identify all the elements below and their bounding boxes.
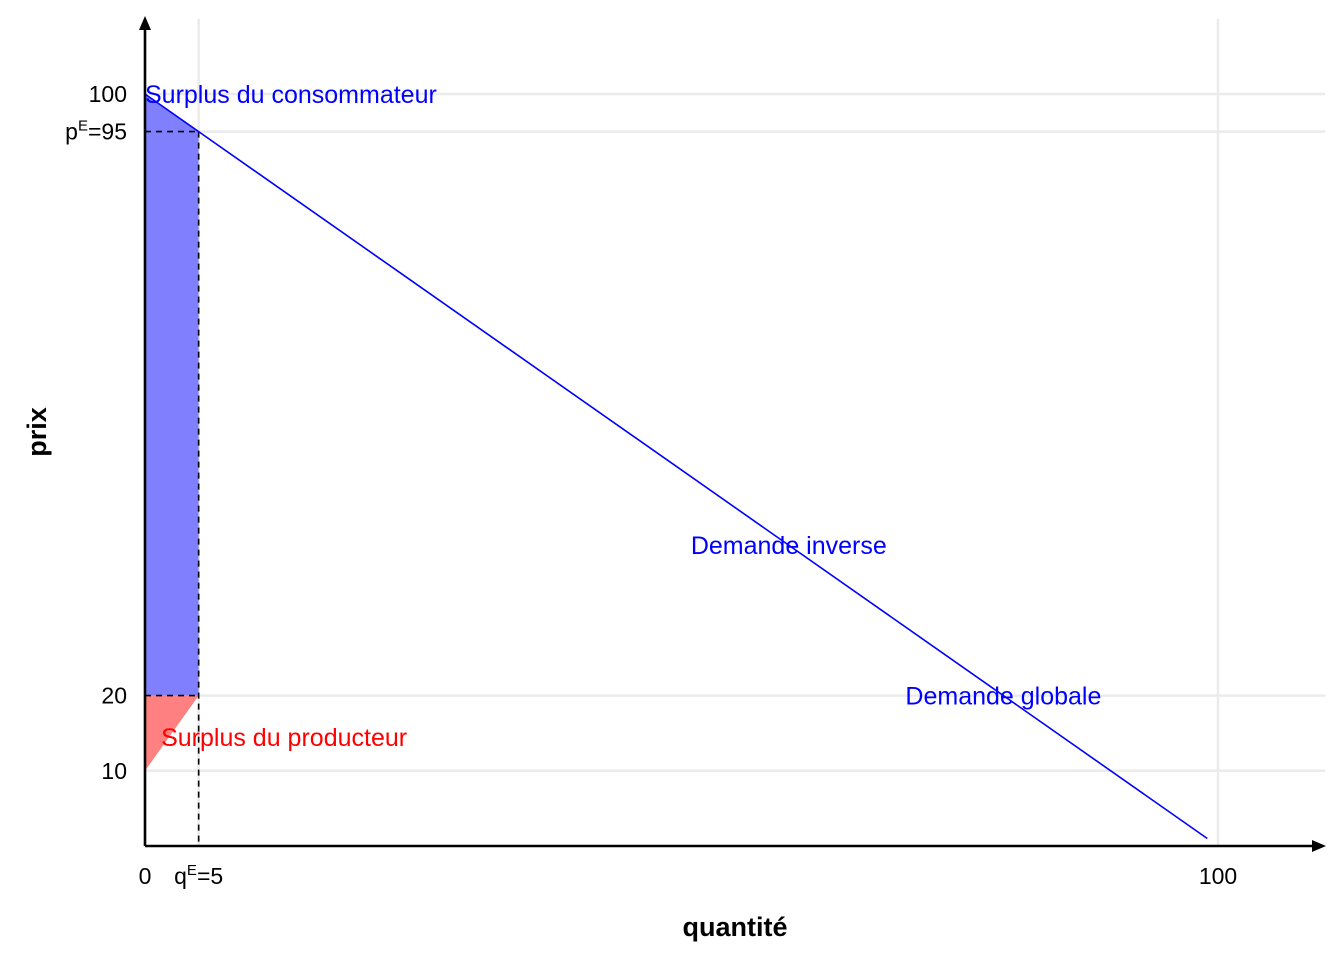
tick-labels: 0 qE=5 100 10 20 pE=95 100 bbox=[65, 81, 1237, 889]
y-axis-arrow bbox=[139, 16, 151, 30]
x-tick-label: qE=5 bbox=[174, 862, 223, 889]
demand-line bbox=[144, 93, 1208, 840]
demand-series bbox=[144, 93, 1208, 840]
x-tick-label: 100 bbox=[1199, 863, 1237, 889]
surplus-areas bbox=[145, 94, 199, 771]
x-axis-arrow bbox=[1312, 840, 1326, 852]
y-tick-label: 10 bbox=[101, 758, 127, 784]
annotation-label: Surplus du producteur bbox=[161, 724, 407, 752]
annotation-label: Demande inverse bbox=[691, 532, 887, 560]
y-tick-label: 100 bbox=[89, 81, 127, 107]
surplus-area bbox=[145, 94, 199, 696]
equilibrium-guides bbox=[145, 130, 200, 846]
annotation-label: Surplus du consommateur bbox=[145, 81, 437, 109]
y-axis-title: prix bbox=[22, 407, 52, 457]
x-axis-title: quantité bbox=[683, 912, 788, 942]
surplus-area bbox=[145, 695, 199, 771]
annotation-label: Demande globale bbox=[905, 683, 1101, 711]
y-tick-label: pE=95 bbox=[65, 118, 127, 145]
x-tick-label: 0 bbox=[139, 863, 152, 889]
axes bbox=[139, 16, 1326, 852]
y-tick-label: 20 bbox=[101, 683, 127, 709]
annotations: Surplus du consommateur Demande inverse De… bbox=[145, 81, 1101, 752]
